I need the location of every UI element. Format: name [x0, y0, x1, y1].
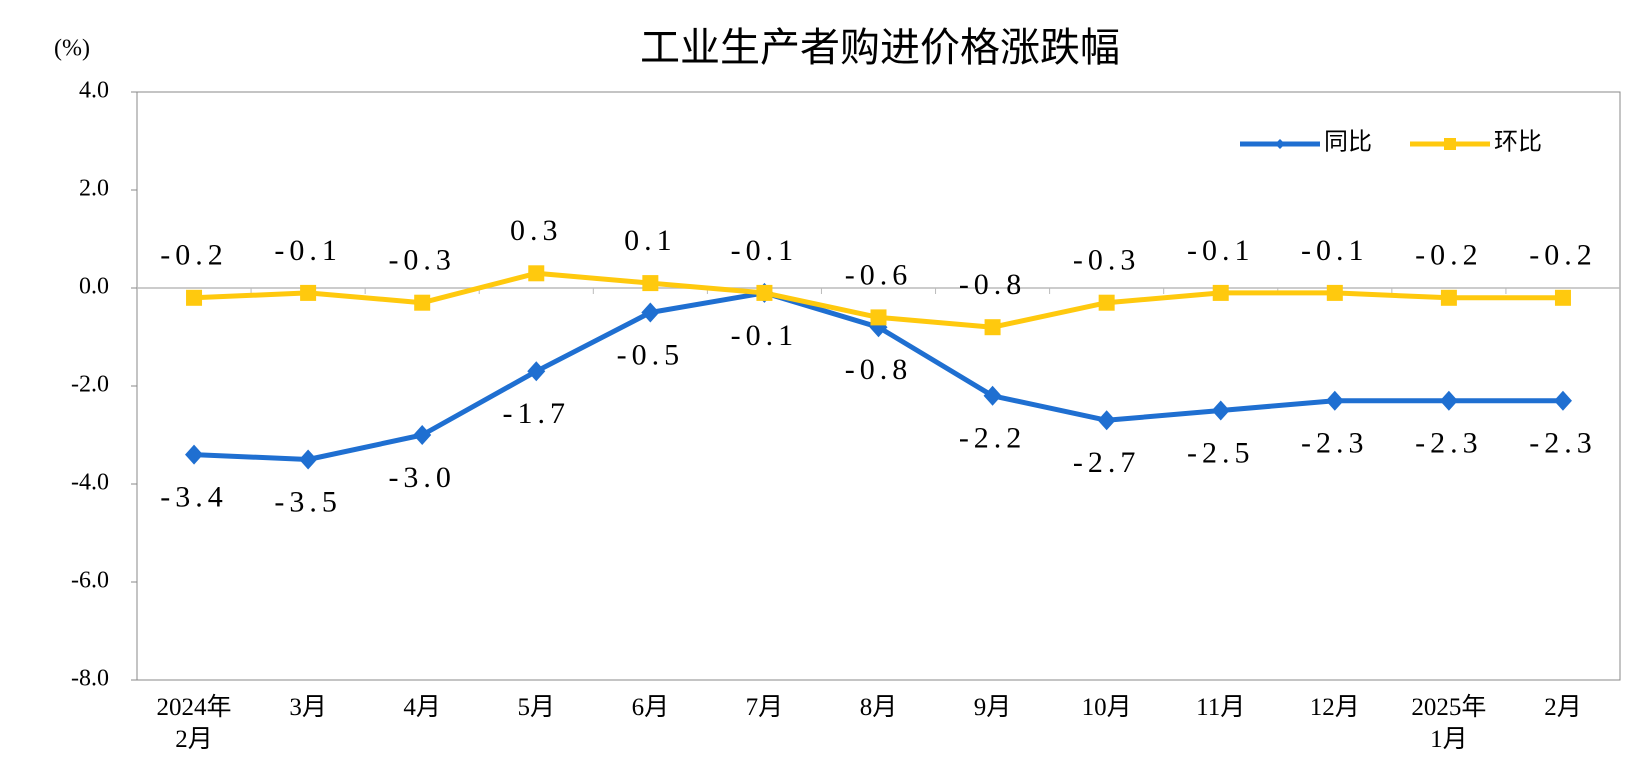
- y-tick-label: -4.0: [71, 470, 109, 496]
- data-label: -2.2: [959, 422, 1027, 455]
- data-label: -0.1: [1187, 234, 1255, 267]
- x-tick-label: 10月: [1081, 694, 1132, 721]
- x-tick-label: 8月: [859, 694, 898, 721]
- point-marker: [1212, 284, 1229, 301]
- data-label: -0.8: [959, 268, 1027, 301]
- x-tick-label: 2024年2月: [156, 694, 232, 753]
- point-marker: [413, 425, 432, 445]
- legend-label: 同比: [1324, 129, 1372, 156]
- x-tick-label: 9月: [973, 694, 1012, 721]
- data-label: -0.3: [1073, 244, 1141, 277]
- legend-marker: [1275, 139, 1285, 149]
- point-marker: [414, 294, 431, 311]
- x-tick-label: 2月: [1544, 694, 1582, 721]
- point-marker: [1097, 410, 1116, 431]
- point-marker: [983, 385, 1002, 406]
- point-marker: [984, 319, 1001, 336]
- point-marker: [300, 284, 317, 301]
- point-marker: [756, 284, 773, 301]
- chart-title: 工业生产者购进价格涨跌幅: [640, 25, 1120, 70]
- data-label: -2.7: [1073, 446, 1141, 479]
- point-marker: [1211, 400, 1230, 421]
- point-marker: [1098, 294, 1115, 311]
- data-label: -0.2: [160, 239, 228, 272]
- data-label: -0.1: [731, 319, 799, 352]
- x-tick-label: 12月: [1309, 694, 1360, 721]
- legend-label: 环比: [1494, 129, 1542, 156]
- data-label: -2.3: [1529, 427, 1597, 460]
- point-marker: [642, 275, 659, 292]
- y-tick-label: 0.0: [79, 274, 109, 300]
- data-label: -0.3: [388, 244, 456, 277]
- point-marker: [1553, 390, 1572, 411]
- point-marker: [870, 309, 887, 326]
- point-marker: [641, 302, 660, 323]
- point-marker: [299, 449, 318, 470]
- data-label: -3.5: [274, 485, 342, 518]
- data-label: -2.5: [1187, 436, 1255, 469]
- legend-marker: [1444, 138, 1456, 150]
- point-marker: [1325, 390, 1344, 411]
- data-label: -0.6: [845, 258, 913, 291]
- y-tick-label: 2.0: [79, 176, 109, 202]
- data-label: -1.7: [503, 397, 571, 430]
- data-label: -0.1: [731, 234, 799, 267]
- y-tick-label: 4.0: [79, 78, 109, 104]
- point-marker: [528, 265, 545, 282]
- data-label: -2.3: [1415, 427, 1483, 460]
- point-marker: [185, 444, 204, 465]
- x-tick-label: 7月: [745, 694, 784, 721]
- x-tick-label: 5月: [517, 694, 556, 721]
- data-label: -3.4: [160, 480, 228, 513]
- data-label: -0.5: [617, 338, 685, 371]
- point-marker: [1326, 284, 1343, 301]
- point-marker: [1554, 289, 1571, 306]
- point-marker: [527, 361, 546, 382]
- y-tick-label: -2.0: [71, 372, 109, 398]
- data-label: -3.0: [388, 461, 456, 494]
- y-axis-label: (%): [54, 36, 90, 62]
- point-marker: [1440, 289, 1457, 306]
- data-label: 0.1: [624, 224, 677, 257]
- y-tick-label: -8.0: [71, 666, 109, 692]
- data-label: 0.3: [510, 214, 563, 247]
- data-label: -0.2: [1529, 239, 1597, 272]
- data-label: -0.8: [845, 353, 913, 386]
- point-marker: [186, 289, 203, 306]
- x-tick-label: 3月: [289, 694, 327, 721]
- data-label: -0.1: [274, 234, 342, 267]
- data-label: -0.1: [1301, 234, 1369, 267]
- x-tick-label: 2025年1月: [1411, 694, 1487, 753]
- x-tick-label: 6月: [631, 694, 670, 721]
- data-label: -2.3: [1301, 427, 1369, 460]
- point-marker: [1439, 390, 1458, 411]
- x-tick-label: 11月: [1196, 694, 1246, 721]
- x-tick-label: 4月: [403, 694, 441, 721]
- data-label: -0.2: [1415, 239, 1483, 272]
- y-tick-label: -6.0: [71, 568, 109, 594]
